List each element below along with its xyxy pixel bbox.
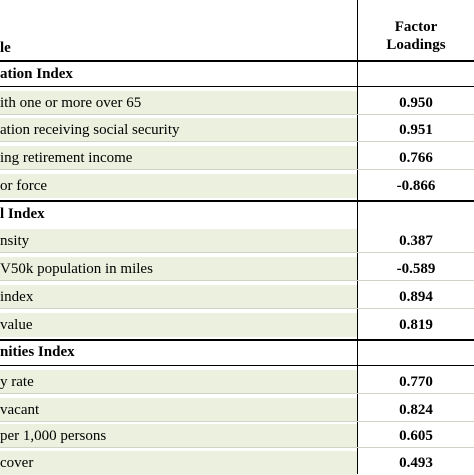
row-label: V50k population in miles: [0, 257, 357, 281]
row-separator: [0, 308, 474, 309]
row-value: 0.493: [399, 455, 433, 471]
row-value: 0.605: [399, 428, 433, 444]
table-row: ing retirement income 0.766: [0, 146, 474, 170]
section-rule-top-2: [0, 200, 474, 202]
section-rule-top-3: [0, 339, 474, 341]
table-row: vacant 0.824: [0, 398, 474, 422]
table-row: value 0.819: [0, 313, 474, 337]
variable-column-header: le: [0, 40, 11, 56]
row-separator: [0, 393, 474, 394]
table-row: per 1,000 persons 0.605: [0, 424, 474, 448]
row-value: 0.951: [399, 122, 433, 138]
row-value: 0.950: [399, 95, 433, 111]
row-separator: [0, 421, 474, 422]
row-value: 0.894: [399, 289, 433, 305]
table-row: y rate 0.770: [0, 370, 474, 394]
table-row: V50k population in miles -0.589: [0, 257, 474, 281]
row-label: or force: [0, 174, 357, 198]
row-value: 0.766: [399, 150, 433, 166]
row-label: per 1,000 persons: [0, 424, 357, 448]
row-label: cover: [0, 451, 357, 475]
row-label: ith one or more over 65: [0, 91, 357, 115]
section-title-3: nities Index: [0, 344, 75, 360]
column-divider: [357, 0, 358, 474]
row-label: nsity: [0, 229, 357, 253]
row-separator: [0, 447, 474, 448]
row-label: ing retirement income: [0, 146, 357, 170]
table-row: ith one or more over 65 0.950: [0, 91, 474, 115]
factor-loadings-column-header: Factor Loadings: [358, 18, 474, 54]
row-label: value: [0, 313, 357, 337]
table-row: ation receiving social security 0.951: [0, 118, 474, 142]
row-label: index: [0, 285, 357, 309]
row-separator: [0, 252, 474, 253]
table-row: cover 0.493: [0, 451, 474, 475]
row-value: 0.770: [399, 374, 433, 390]
row-label: vacant: [0, 398, 357, 422]
row-separator: [0, 114, 474, 115]
row-value: 0.819: [399, 317, 433, 333]
row-separator: [0, 141, 474, 142]
table-row: or force -0.866: [0, 174, 474, 198]
section-rule-3: [0, 365, 474, 366]
row-label: y rate: [0, 370, 357, 394]
header-rule: [0, 60, 474, 62]
row-value: 0.387: [399, 233, 433, 249]
table-row: index 0.894: [0, 285, 474, 309]
factor-loadings-header-line-2: Loadings: [386, 37, 446, 53]
row-separator: [0, 280, 474, 281]
row-value: -0.866: [396, 178, 436, 194]
factor-loadings-header-line-1: Factor: [394, 19, 438, 35]
section-title-1: ation Index: [0, 66, 73, 82]
row-value: 0.824: [399, 402, 433, 418]
row-label: ation receiving social security: [0, 118, 357, 142]
section-rule-1: [0, 86, 474, 87]
row-separator: [0, 169, 474, 170]
table-row: nsity 0.387: [0, 229, 474, 253]
section-title-2: l Index: [0, 206, 45, 222]
row-value: -0.589: [396, 261, 436, 277]
